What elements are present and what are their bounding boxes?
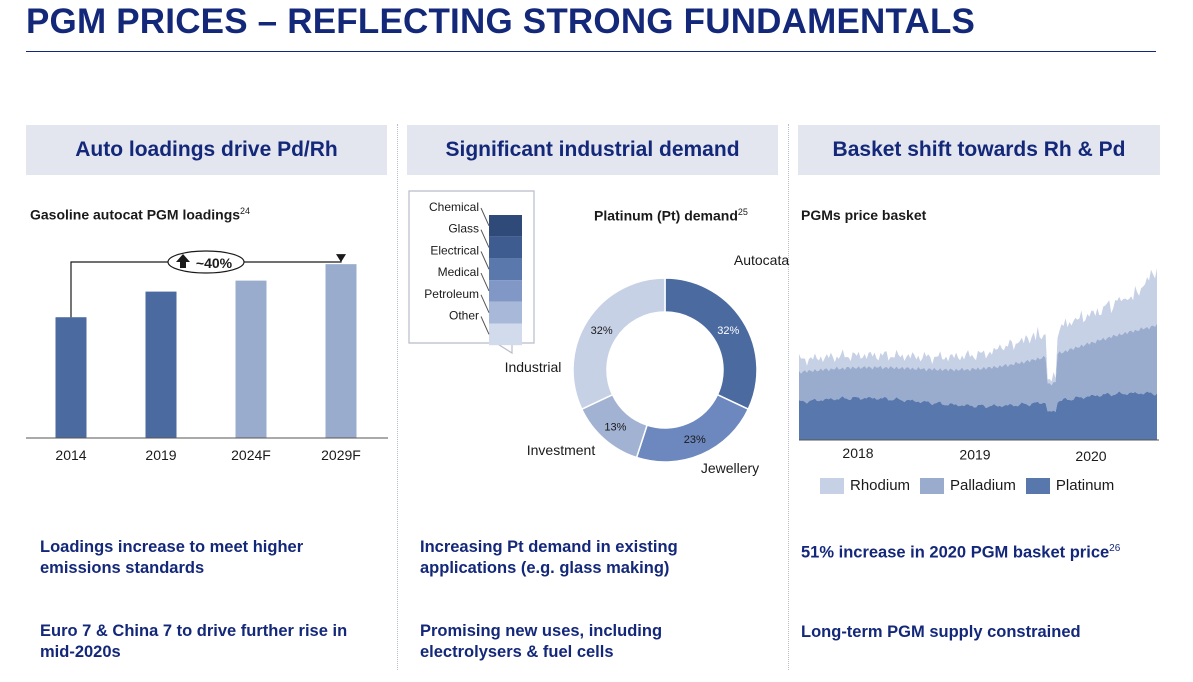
legend-item-platinum: Platinum bbox=[1025, 477, 1114, 494]
breakdown-label: Petroleum bbox=[424, 287, 479, 301]
bar-2029F bbox=[325, 264, 357, 438]
panel-message: Euro 7 & China 7 to drive further rise i… bbox=[40, 622, 348, 661]
panel-divider bbox=[397, 124, 398, 670]
slice-value-label: 32% bbox=[591, 325, 613, 337]
area-chart: 2018 2019 2020 bbox=[799, 268, 1159, 464]
bar-chart: 2014 2019 2024F 2029F ~40% bbox=[26, 250, 388, 463]
up-arrow-icon bbox=[176, 254, 190, 268]
area-series-platinum bbox=[799, 391, 1157, 440]
donut-chart: 32% Autocatalyst 23% Jewellery 13% Investment… bbox=[408, 190, 790, 476]
page-title: PGM PRICES – REFLECTING STRONG FUNDAMENT… bbox=[26, 2, 976, 41]
slice-category-label: Autocatalyst bbox=[734, 252, 790, 268]
chart-subtitle-pt-demand: Platinum (Pt) demand25 bbox=[594, 207, 748, 224]
growth-annotation-label: ~40% bbox=[196, 255, 233, 271]
legend-swatch bbox=[920, 477, 945, 494]
breakdown-label: Medical bbox=[438, 265, 479, 279]
breakdown-segment bbox=[489, 280, 522, 302]
panel-header-auto: Auto loadings drive Pd/Rh bbox=[26, 125, 387, 175]
panel-message: 51% increase in 2020 PGM basket price26 bbox=[801, 543, 1121, 562]
breakdown-segment bbox=[489, 323, 522, 346]
title-divider bbox=[26, 51, 1156, 52]
donut-slice-jewellery bbox=[635, 393, 750, 463]
bar-2014 bbox=[55, 317, 87, 438]
breakdown-label: Chemical bbox=[429, 200, 479, 214]
legend-item-palladium: Palladium bbox=[920, 477, 1016, 494]
donut-slice-autocatalyst bbox=[664, 277, 758, 411]
slice-category-label: Investment bbox=[527, 442, 596, 458]
breakdown-segment bbox=[489, 236, 522, 259]
legend-swatch bbox=[1025, 477, 1050, 494]
slice-value-label: 32% bbox=[717, 325, 739, 337]
x-tick-label: 2020 bbox=[1075, 448, 1106, 464]
panel-divider bbox=[788, 124, 789, 670]
breakdown-leader bbox=[480, 229, 490, 248]
annotation-bubble bbox=[167, 250, 245, 274]
breakdown-segment bbox=[489, 215, 522, 237]
slice-category-label: Industrial bbox=[505, 359, 562, 375]
x-tick-label: 2014 bbox=[55, 447, 86, 463]
breakdown-leader bbox=[480, 251, 490, 270]
panel-message: Increasing Pt demand in existing applica… bbox=[420, 538, 678, 577]
x-tick-label: 2019 bbox=[959, 447, 990, 463]
breakdown-leader bbox=[480, 294, 490, 313]
breakdown-label: Glass bbox=[448, 222, 479, 236]
x-tick-label: 2018 bbox=[842, 445, 873, 461]
legend-item-rhodium: Rhodium bbox=[820, 477, 910, 494]
area-series-palladium bbox=[799, 323, 1157, 413]
legend-swatch bbox=[820, 477, 844, 494]
bar-2024F bbox=[235, 280, 267, 438]
panel-header-basket: Basket shift towards Rh & Pd bbox=[798, 125, 1160, 175]
x-tick-label: 2019 bbox=[145, 447, 176, 463]
breakdown-segment bbox=[489, 301, 522, 324]
area-series-rhodium bbox=[799, 268, 1157, 386]
breakdown-leader bbox=[480, 272, 490, 292]
panel-message: Loadings increase to meet higher emissio… bbox=[40, 538, 304, 577]
breakdown-label: Other bbox=[449, 309, 479, 323]
breakdown-segment bbox=[489, 258, 522, 281]
bracket-arrowhead bbox=[336, 254, 346, 263]
x-tick-label: 2024F bbox=[231, 447, 271, 463]
panel-message: Long-term PGM supply constrained bbox=[801, 623, 1081, 641]
donut-slice-industrial bbox=[572, 277, 666, 411]
x-tick-label: 2029F bbox=[321, 447, 361, 463]
area-legend: Rhodium Palladium Platinum bbox=[820, 477, 1124, 494]
slice-value-label: 13% bbox=[604, 421, 626, 433]
breakdown-label: Electrical bbox=[430, 243, 479, 257]
panel-message: Promising new uses, including electrolys… bbox=[420, 622, 663, 661]
breakdown-leader bbox=[480, 316, 490, 335]
chart-subtitle-basket: PGMs price basket bbox=[801, 207, 927, 223]
slice-category-label: Jewellery bbox=[701, 460, 759, 476]
slice-value-label: 23% bbox=[684, 434, 706, 446]
panel-header-industrial: Significant industrial demand bbox=[407, 125, 778, 175]
chart-subtitle-loadings: Gasoline autocat PGM loadings24 bbox=[30, 206, 251, 223]
breakdown-leader bbox=[480, 207, 490, 227]
bar-2019 bbox=[145, 291, 177, 438]
